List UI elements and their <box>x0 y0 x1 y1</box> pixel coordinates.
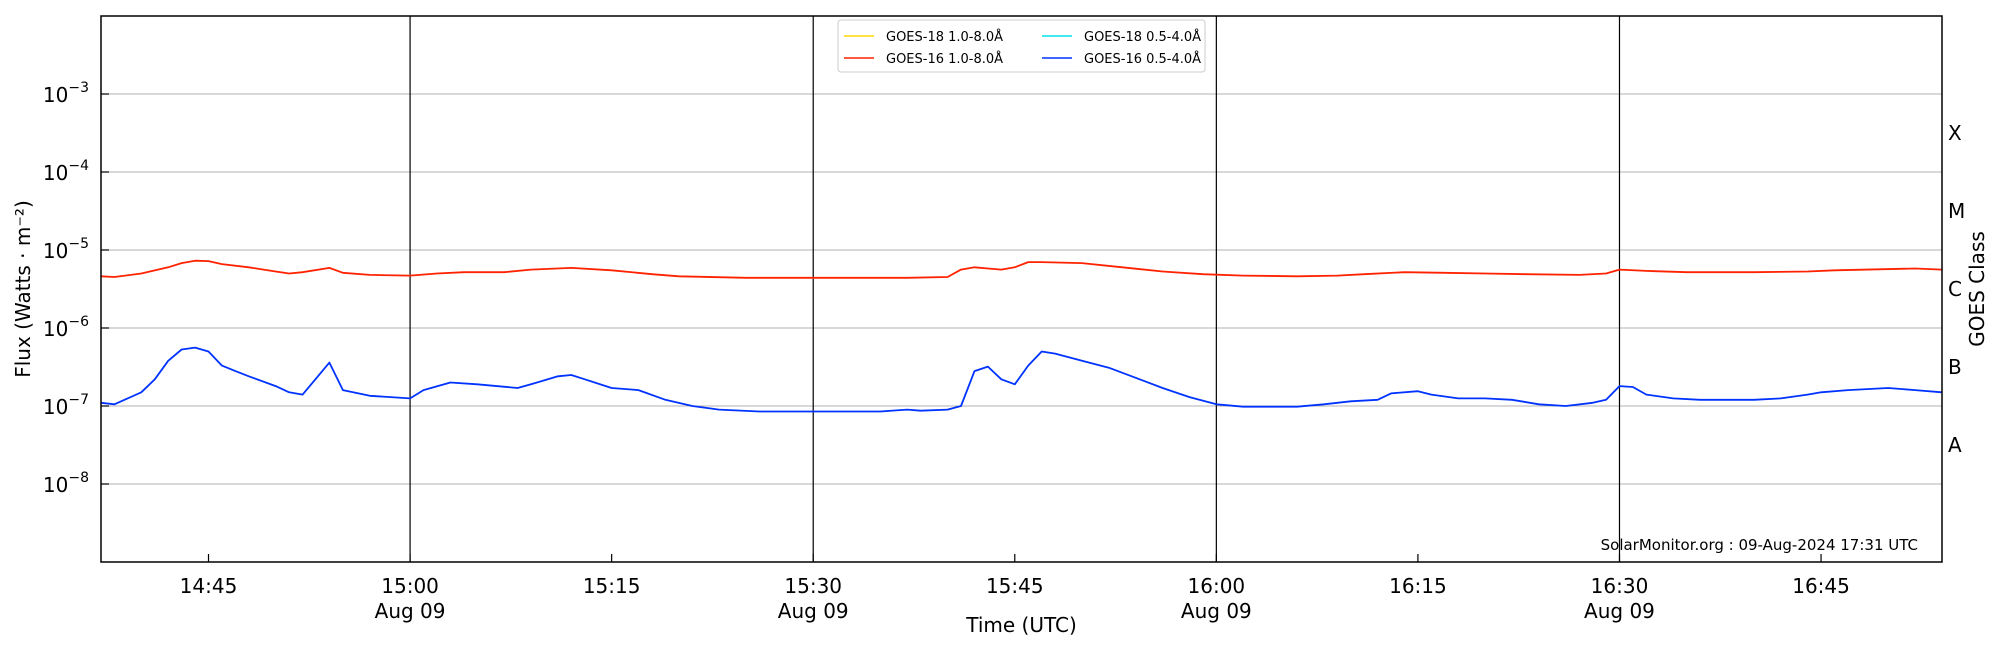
x-tick-label: 15:45 <box>986 574 1044 598</box>
goes-class-axis: A B C M X <box>1948 121 1965 457</box>
legend-entry: GOES-18 1.0-8.0Å <box>886 29 1003 45</box>
y-tick-mantissa: 10 <box>43 395 68 419</box>
goes-class-M: M <box>1948 199 1965 223</box>
goes-class-label: GOES Class <box>1965 231 1989 347</box>
x-tick-label: 16:15 <box>1389 574 1447 598</box>
goes-class-X: X <box>1948 121 1962 145</box>
x-tick-label: 15:30 <box>784 574 842 598</box>
y-tick-mantissa: 10 <box>43 161 68 185</box>
flux-series <box>100 259 1943 413</box>
y-tick-mantissa: 10 <box>43 317 68 341</box>
goes-class-B: B <box>1948 355 1962 379</box>
x-axis-label: Time (UTC) <box>965 613 1077 637</box>
x-tick-label: 16:00 <box>1188 574 1246 598</box>
goes-class-A: A <box>1948 433 1962 457</box>
y-tick-exponent: −4 <box>68 158 89 174</box>
x-tick-label: 14:45 <box>180 574 238 598</box>
y-tick-exponent: −6 <box>68 314 89 330</box>
x-tick-label: 16:45 <box>1792 574 1850 598</box>
plot-frame <box>100 15 1943 563</box>
y-tick-exponent: −5 <box>68 236 89 252</box>
y-tick-mantissa: 10 <box>43 239 68 263</box>
y-tick-label: 10−3 <box>43 80 89 107</box>
y-tick-mantissa: 10 <box>43 83 68 107</box>
y-tick-label: 10−8 <box>43 470 89 497</box>
y-axis-label: Flux (Watts · m⁻²) <box>11 200 35 378</box>
y-tick-exponent: −7 <box>68 392 89 408</box>
y-tick-label: 10−4 <box>43 158 89 185</box>
y-tick-label: 10−5 <box>43 236 89 263</box>
credit-text: SolarMonitor.org : 09-Aug-2024 17:31 UTC <box>1601 536 1918 554</box>
y-tick-label: 10−6 <box>43 314 89 341</box>
y-tick-exponent: −3 <box>68 80 89 96</box>
x-tick-label: 15:15 <box>583 574 641 598</box>
legend-entry: GOES-18 0.5-4.0Å <box>1084 29 1201 45</box>
legend-entry: GOES-16 1.0-8.0Å <box>886 51 1003 67</box>
x-tick-date-label: Aug 09 <box>778 599 849 623</box>
legend: GOES-18 1.0-8.0Å GOES-18 0.5-4.0Å GOES-16 … <box>837 19 1206 73</box>
y-tick-exponent: −8 <box>68 470 89 486</box>
grid-lines <box>101 93 1942 485</box>
goes-class-C: C <box>1948 277 1962 301</box>
series-line-0 <box>100 259 1943 279</box>
legend-entry: GOES-16 0.5-4.0Å <box>1084 51 1201 67</box>
y-tick-label: 10−7 <box>43 392 89 419</box>
x-tick-date-label: Aug 09 <box>375 599 446 623</box>
legend-box <box>837 19 1206 73</box>
x-tick-label: 16:30 <box>1591 574 1649 598</box>
day-vertical-lines <box>409 16 1621 562</box>
x-tick-label: 15:00 <box>381 574 439 598</box>
x-tick-date-label: Aug 09 <box>1181 599 1252 623</box>
x-tick-date-label: Aug 09 <box>1584 599 1655 623</box>
y-tick-mantissa: 10 <box>43 473 68 497</box>
series-line-1 <box>100 346 1943 413</box>
y-axis: 10−810−710−610−510−410−3 <box>43 80 109 497</box>
